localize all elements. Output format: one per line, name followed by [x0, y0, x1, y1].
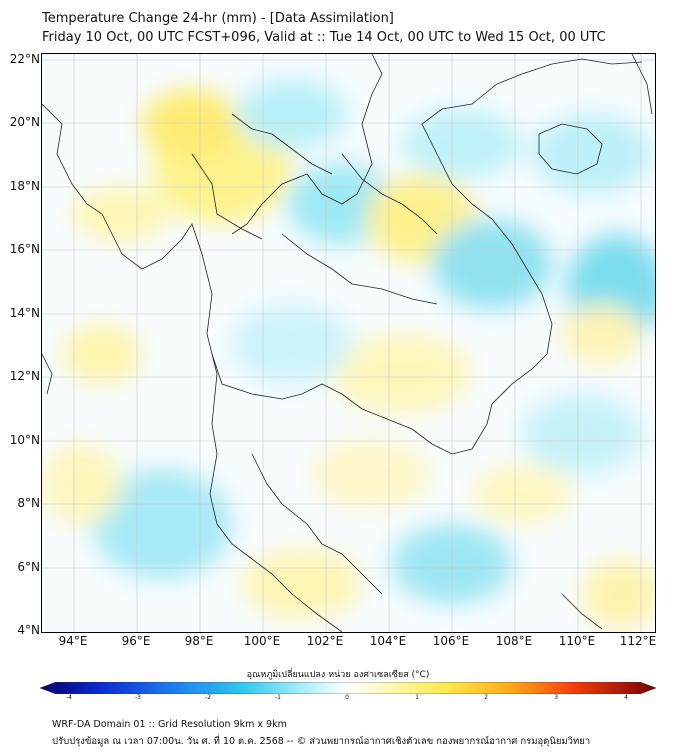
- lon-label: 98°E: [184, 634, 214, 648]
- lon-label: 108°E: [495, 634, 533, 648]
- lon-label: 100°E: [243, 634, 281, 648]
- colorbar-tick: 2: [484, 694, 488, 701]
- lat-label: 16°N: [9, 242, 40, 256]
- lon-label: 96°E: [121, 634, 151, 648]
- anomaly-field: [42, 79, 655, 629]
- colorbar-label: อุณหภูมิเปลี่ยนแปลง หน่วย องศาเซลเซียส (…: [246, 670, 430, 680]
- map-panel: [41, 53, 656, 633]
- map-title: Temperature Change 24-hr (mm) - [Data As…: [42, 11, 394, 26]
- lat-label: 18°N: [9, 179, 40, 193]
- lon-label: 94°E: [58, 634, 88, 648]
- lat-label: 4°N: [17, 623, 40, 637]
- lat-label: 20°N: [9, 115, 40, 129]
- lat-label: 6°N: [17, 560, 40, 574]
- lon-label: 110°E: [558, 634, 596, 648]
- lat-label: 14°N: [9, 306, 40, 320]
- colorbar-tick: 3: [554, 694, 558, 701]
- colorbar-tick: 1: [415, 694, 419, 701]
- colorbar-tick: -4: [66, 694, 72, 701]
- colorbar: [39, 679, 657, 695]
- lat-label: 12°N: [9, 369, 40, 383]
- lon-label: 112°E: [619, 634, 657, 648]
- lon-label: 102°E: [306, 634, 344, 648]
- lat-label: 8°N: [17, 496, 40, 510]
- lat-label: 22°N: [9, 52, 40, 66]
- coastlines: [42, 54, 653, 632]
- footer-credit: ปรับปรุงข้อมูล ณ เวลา 07:00น. วัน ศ. ที่…: [52, 736, 591, 747]
- graticule: [42, 54, 655, 632]
- colorbar-tick: 0: [345, 694, 349, 701]
- temperature-change-map: [42, 54, 655, 632]
- lat-label: 10°N: [9, 433, 40, 447]
- colorbar-tick: -1: [275, 694, 281, 701]
- footer-grid-info: WRF-DA Domain 01 :: Grid Resolution 9km …: [52, 719, 287, 730]
- map-subtitle: Friday 10 Oct, 00 UTC FCST+096, Valid at…: [42, 30, 606, 45]
- lon-label: 104°E: [369, 634, 407, 648]
- colorbar-ramp: [39, 681, 657, 695]
- colorbar-tick: -3: [135, 694, 141, 701]
- lon-label: 106°E: [432, 634, 470, 648]
- colorbar-tick: 4: [624, 694, 628, 701]
- colorbar-tick: -2: [205, 694, 211, 701]
